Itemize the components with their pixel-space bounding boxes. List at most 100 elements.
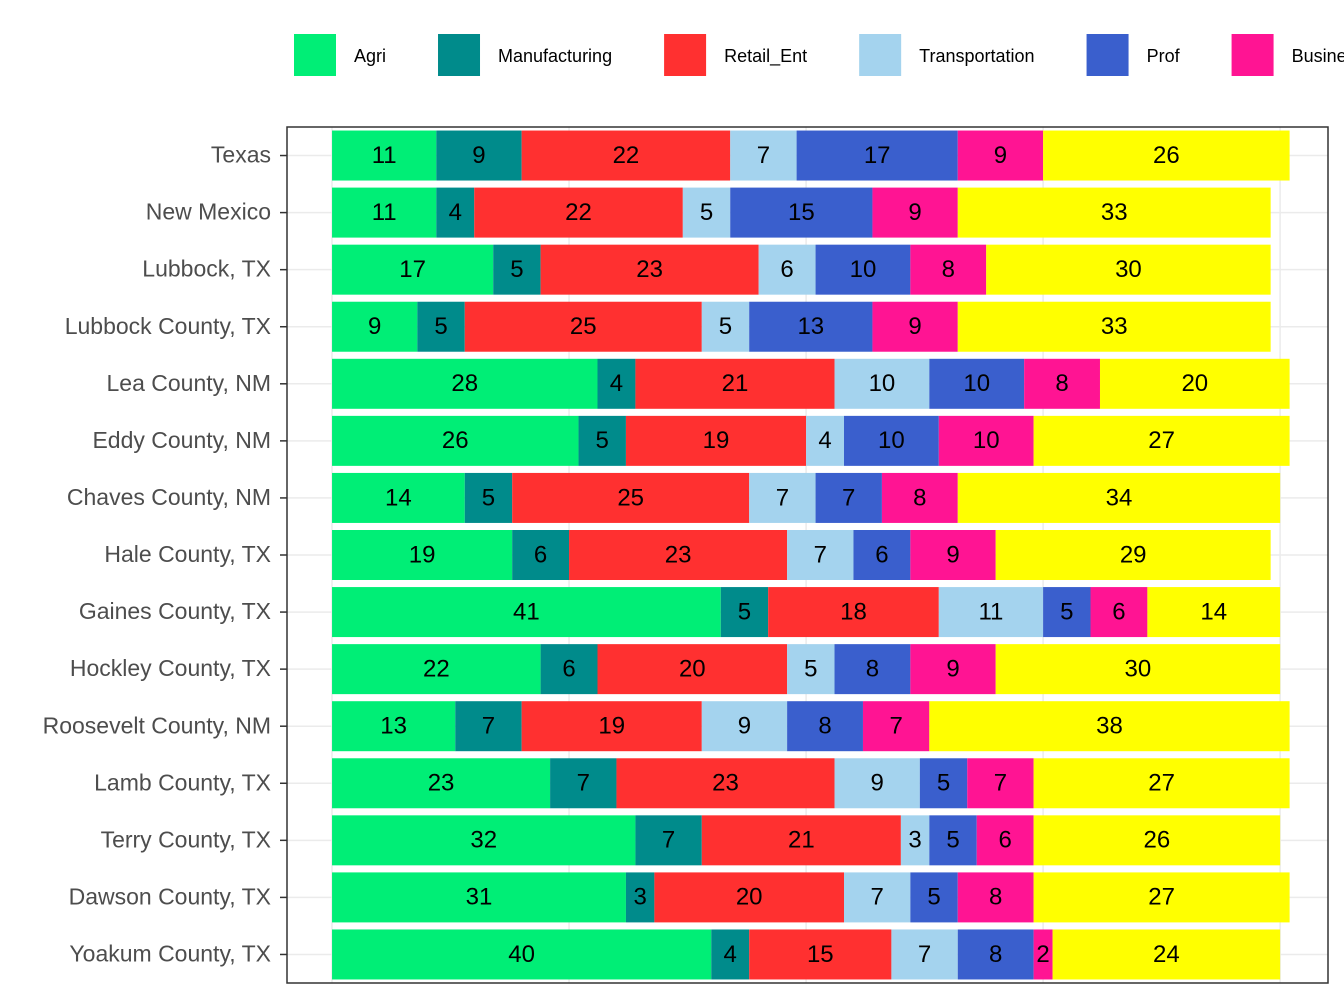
value-label: 4 — [818, 427, 831, 454]
value-label: 26 — [442, 427, 469, 454]
value-label: 9 — [908, 199, 921, 226]
bar-segment — [1052, 929, 1281, 980]
value-label: 18 — [840, 598, 867, 625]
bar-segment — [540, 244, 759, 295]
value-label: 19 — [703, 427, 730, 454]
bar-segment — [1033, 415, 1290, 466]
bar-segment — [1033, 872, 1290, 923]
bar-segment — [891, 929, 958, 980]
value-label: 8 — [818, 713, 831, 740]
value-label: 40 — [508, 941, 535, 968]
bar-segment — [332, 244, 494, 295]
value-label: 9 — [368, 313, 381, 340]
y-tick-label: Yoakum County, TX — [69, 941, 271, 967]
bar-segment — [815, 244, 911, 295]
value-label: 19 — [598, 713, 625, 740]
bar-segment — [578, 415, 626, 466]
bar-segment — [569, 530, 788, 580]
bar-segment — [862, 701, 930, 752]
value-label: 14 — [385, 484, 412, 511]
value-label: 4 — [449, 199, 462, 226]
value-label: 5 — [946, 827, 959, 854]
legend-label: Business — [1292, 46, 1344, 66]
y-tick-label: Lubbock, TX — [142, 256, 271, 282]
y-tick-label: Roosevelt County, NM — [43, 712, 271, 738]
value-label: 8 — [913, 484, 926, 511]
bar-segment — [1033, 815, 1281, 866]
value-label: 10 — [869, 370, 896, 397]
bar-segment — [332, 815, 636, 866]
value-label: 2 — [1036, 941, 1049, 968]
value-label: 5 — [510, 256, 523, 283]
bar-segment — [986, 244, 1271, 295]
bar-segment — [929, 358, 1025, 409]
value-label: 14 — [1200, 598, 1227, 625]
y-tick-label: Chaves County, NM — [67, 484, 271, 510]
value-label: 7 — [889, 713, 902, 740]
value-label: 7 — [482, 713, 495, 740]
value-label: 6 — [534, 541, 547, 568]
bar-segment — [1090, 587, 1148, 638]
bar-segment — [512, 472, 750, 523]
bar-segment — [730, 130, 797, 181]
legend-key — [438, 34, 481, 76]
value-label: 27 — [1148, 427, 1175, 454]
value-label: 28 — [451, 370, 478, 397]
value-label: 5 — [719, 313, 732, 340]
bar-segment — [701, 301, 750, 352]
value-label: 21 — [722, 370, 749, 397]
value-label: 9 — [946, 541, 959, 568]
bar-segment — [521, 701, 702, 752]
bar-segment — [938, 415, 1034, 466]
value-label: 15 — [807, 941, 834, 968]
value-label: 5 — [482, 484, 495, 511]
value-label: 31 — [466, 884, 493, 911]
value-label: 7 — [994, 770, 1007, 797]
value-label: 20 — [1181, 370, 1208, 397]
y-tick-label: New Mexico — [146, 199, 271, 225]
value-label: 6 — [998, 827, 1011, 854]
value-label: 25 — [617, 484, 644, 511]
bar-segment — [749, 472, 816, 523]
legend-label: Retail_Ent — [724, 46, 807, 67]
value-label: 9 — [871, 770, 884, 797]
bar-segment — [701, 701, 788, 752]
value-label: 7 — [662, 827, 675, 854]
value-label: 8 — [1055, 370, 1068, 397]
value-label: 24 — [1153, 941, 1180, 968]
bar-segment — [872, 187, 958, 238]
legend-label: Transportation — [919, 46, 1034, 66]
bar-segment — [1024, 358, 1100, 409]
bar-segment — [417, 301, 465, 352]
value-label: 11 — [372, 199, 397, 226]
bar-segment — [635, 815, 702, 866]
value-label: 5 — [700, 199, 713, 226]
y-tick-label: Eddy County, NM — [92, 427, 271, 453]
value-label: 22 — [423, 655, 450, 682]
value-label: 29 — [1120, 541, 1147, 568]
bar-segment — [967, 758, 1034, 809]
value-label: 7 — [776, 484, 789, 511]
value-label: 11 — [372, 142, 397, 169]
value-label: 22 — [613, 142, 640, 169]
value-label: 23 — [636, 256, 663, 283]
bar-segment — [625, 872, 655, 923]
y-tick-label: Hockley County, TX — [70, 655, 271, 681]
bar-segment — [957, 301, 1271, 352]
bar-segment — [910, 872, 958, 923]
value-label: 41 — [513, 598, 540, 625]
bar-segment — [597, 358, 636, 409]
bar-segment — [834, 758, 920, 809]
bar-segment — [635, 358, 835, 409]
value-label: 27 — [1148, 884, 1175, 911]
value-label: 15 — [788, 199, 815, 226]
bar-segment — [625, 415, 807, 466]
value-label: 23 — [428, 770, 455, 797]
value-label: 7 — [871, 884, 884, 911]
value-label: 21 — [788, 827, 815, 854]
bar-segment — [957, 872, 1034, 923]
legend-label: Agri — [354, 46, 386, 66]
bar-segment — [1043, 587, 1091, 638]
bar-segment — [512, 530, 570, 580]
